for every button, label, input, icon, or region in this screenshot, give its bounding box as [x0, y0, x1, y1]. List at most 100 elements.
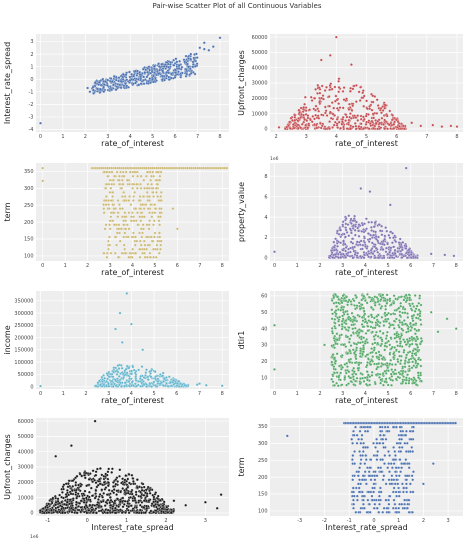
scatter-point	[408, 369, 411, 372]
scatter-point	[134, 81, 137, 85]
scatter-point	[363, 376, 367, 380]
scatter-point	[143, 243, 147, 247]
scatter-point	[354, 357, 358, 361]
scatter-point	[394, 470, 397, 474]
scatter-point	[94, 384, 98, 388]
y-tick-label: 100000	[14, 360, 33, 366]
scatter-point	[134, 490, 138, 494]
scatter-point	[400, 502, 404, 506]
scatter-point	[47, 511, 51, 514]
x-tick-label: -3	[297, 518, 302, 524]
scatter-point	[50, 501, 54, 505]
scatter-point	[131, 365, 135, 369]
scatter-point	[356, 226, 360, 230]
scatter-point	[364, 382, 368, 386]
scatter-point	[347, 108, 351, 111]
scatter-point	[158, 65, 161, 68]
scatter-point	[299, 116, 302, 119]
scatter-point	[354, 486, 358, 490]
scatter-point	[120, 385, 123, 388]
scatter-point	[330, 101, 334, 104]
scatter-point	[406, 339, 410, 343]
scatter-point	[121, 78, 125, 81]
scatter-point	[359, 122, 363, 126]
scatter-point	[143, 511, 147, 515]
scatter-point	[140, 365, 144, 368]
scatter-point	[371, 486, 374, 490]
scatter-point	[218, 36, 222, 40]
scatter-point	[118, 231, 121, 235]
scatter-point	[375, 454, 379, 457]
scatter-point	[354, 372, 358, 376]
scatter-point	[158, 207, 161, 210]
scatter-point	[340, 327, 344, 331]
scatter-point	[399, 429, 403, 433]
y-tick-label: 300	[24, 186, 34, 192]
scatter-point	[367, 113, 370, 116]
scatter-point	[340, 301, 344, 305]
scatter-point	[379, 107, 383, 110]
scatter-point	[62, 496, 65, 500]
scatter-point	[353, 450, 356, 453]
scatter-point	[397, 490, 401, 494]
scatter-point	[167, 78, 171, 81]
scatter-point	[367, 490, 371, 494]
scatter-point	[302, 113, 305, 117]
scatter-point	[360, 230, 364, 233]
scatter-point	[379, 429, 382, 433]
scatter-point	[344, 217, 348, 220]
scatter-point	[380, 224, 383, 228]
scatter-point	[321, 94, 325, 97]
scatter-point	[149, 235, 153, 239]
scatter-point	[376, 127, 379, 131]
scatter-point	[92, 92, 96, 95]
scatter-point	[144, 374, 147, 377]
scatter-point	[144, 68, 148, 72]
scatter-point	[380, 357, 384, 361]
scatter-point	[369, 248, 373, 252]
scatter-point	[106, 470, 110, 474]
scatter-point	[44, 505, 47, 509]
scatter-point	[158, 231, 161, 235]
scatter-point	[134, 207, 138, 210]
scatter-point	[341, 248, 345, 252]
scatter-point	[85, 484, 88, 488]
scatter-point	[309, 118, 312, 122]
scatter-point	[136, 478, 139, 481]
x-tick-label: 3	[305, 134, 308, 140]
scatter-point	[191, 65, 194, 69]
scatter-point	[94, 473, 98, 477]
scatter-point	[104, 199, 108, 202]
scatter-point	[132, 219, 136, 223]
scatter-point	[128, 251, 132, 255]
scatter-point	[147, 227, 151, 231]
scatter-point	[133, 371, 137, 375]
scatter-point	[154, 178, 158, 182]
scatter-point	[405, 353, 408, 357]
scatter-point	[350, 109, 354, 112]
scatter-point	[220, 384, 224, 388]
scatter-point	[368, 510, 372, 514]
scatter-point	[411, 490, 415, 494]
y-tick-label: 10000	[18, 495, 34, 501]
scatter-point	[362, 502, 365, 506]
y-tick-label: 100	[24, 254, 34, 260]
scatter-point	[406, 312, 409, 315]
scatter-point	[404, 254, 407, 258]
scatter-point	[364, 320, 368, 323]
scatter-point	[288, 120, 292, 124]
scatter-point	[303, 95, 307, 99]
scatter-point	[344, 235, 347, 239]
scatter-point	[328, 127, 331, 130]
scatter-point	[185, 72, 188, 76]
scatter-point	[143, 255, 147, 259]
scatter-point	[175, 60, 179, 64]
scatter-point	[126, 485, 130, 489]
scatter-point	[414, 322, 418, 325]
x-tick-label: -2	[322, 518, 327, 524]
scatter-point	[342, 312, 346, 316]
scatter-point	[139, 490, 142, 494]
x-tick-label: 8	[455, 134, 458, 140]
scatter-point	[351, 125, 355, 129]
scatter-point	[379, 294, 382, 298]
